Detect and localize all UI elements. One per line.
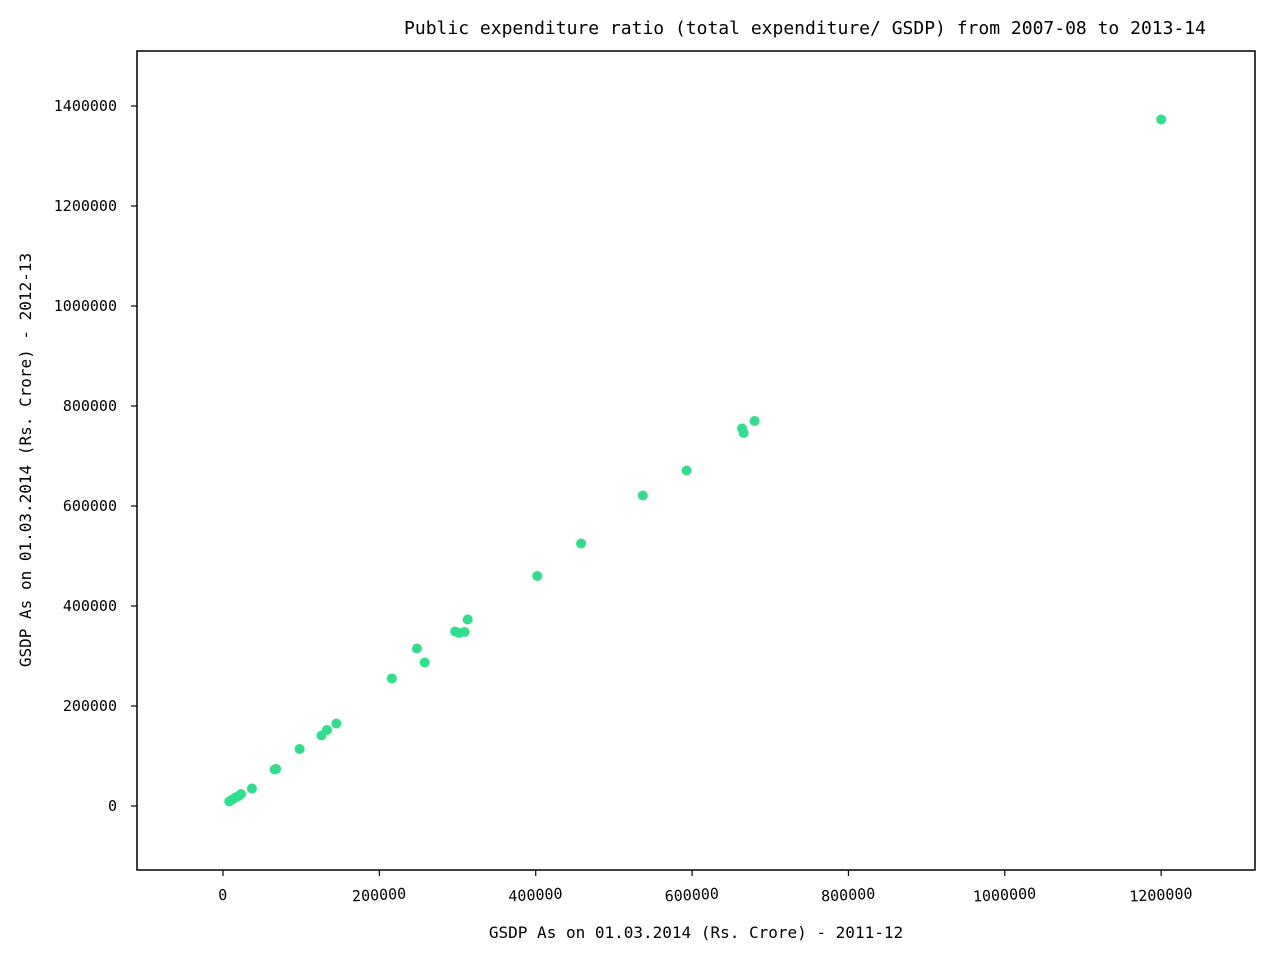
x-tick-label: 600000 bbox=[664, 885, 719, 906]
data-points bbox=[224, 114, 1167, 807]
data-point bbox=[637, 490, 648, 501]
y-tick-label: 600000 bbox=[63, 497, 117, 515]
chart-title: Public expenditure ratio (total expendit… bbox=[404, 18, 1206, 39]
y-tick-label: 0 bbox=[108, 797, 117, 815]
data-point bbox=[738, 428, 749, 438]
data-point bbox=[459, 627, 470, 637]
y-tick-label: 400000 bbox=[63, 597, 117, 615]
x-axis-label: GSDP As on 01.03.2014 (Rs. Crore) - 2011… bbox=[489, 923, 903, 942]
y-tick-label: 1400000 bbox=[54, 97, 117, 115]
data-point bbox=[294, 744, 305, 754]
plot-frame bbox=[136, 50, 1256, 871]
data-point bbox=[331, 718, 342, 729]
y-axis-ticks: 0 200000 400000 600000 800000 1000000 1200000 1… bbox=[54, 97, 137, 815]
x-tick-label: 800000 bbox=[821, 885, 876, 906]
y-tick-label: 200000 bbox=[63, 697, 117, 715]
data-point bbox=[419, 657, 430, 668]
x-tick-label: 200000 bbox=[352, 885, 407, 906]
x-tick-label: 1200000 bbox=[1129, 884, 1193, 905]
data-point bbox=[321, 725, 332, 735]
x-tick-label: 0 bbox=[218, 886, 228, 904]
data-point bbox=[681, 465, 692, 476]
data-point bbox=[386, 673, 397, 684]
y-axis-label: GSDP As on 01.03.2014 (Rs. Crore) - 2012… bbox=[16, 253, 35, 667]
x-axis-ticks: 0 200000 400000 600000 800000 1000000 1200000 bbox=[218, 870, 1193, 906]
y-tick-label: 800000 bbox=[63, 397, 117, 415]
x-tick-label: 1000000 bbox=[973, 884, 1037, 905]
data-point bbox=[235, 789, 246, 799]
y-tick-label: 1000000 bbox=[54, 297, 117, 315]
x-tick-label: 400000 bbox=[508, 885, 563, 906]
data-point bbox=[411, 643, 422, 654]
data-point bbox=[271, 764, 282, 774]
data-point bbox=[1156, 114, 1167, 125]
data-point bbox=[532, 571, 543, 581]
y-tick-label: 1200000 bbox=[54, 197, 117, 215]
data-point bbox=[576, 538, 587, 549]
data-point bbox=[246, 783, 257, 794]
data-point bbox=[462, 614, 473, 625]
data-point bbox=[749, 416, 760, 426]
